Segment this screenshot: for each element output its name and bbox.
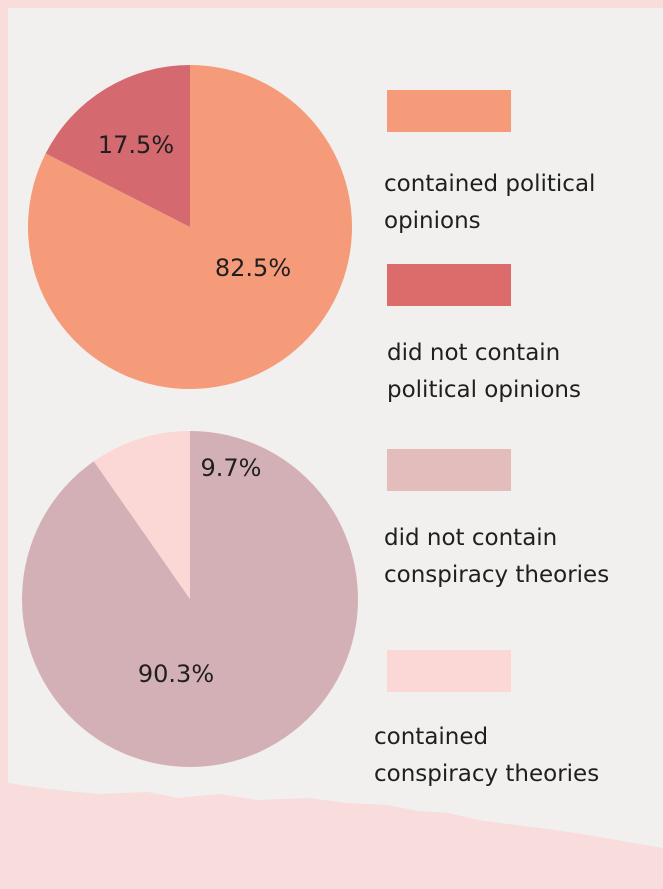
legend-swatch-contained-political-opinions xyxy=(387,90,511,132)
pie-slice-0-0 xyxy=(27,65,352,389)
pie-slice-label-1-0: 90.3% xyxy=(138,660,214,688)
legend-swatch-contained-conspiracy-theories xyxy=(387,650,511,692)
pie-slice-1-0 xyxy=(21,431,359,767)
pie-chart-conspiracy-theories: 90.3% 9.7% xyxy=(21,431,359,767)
legend-label-did-not-contain-conspiracy-theories: did not contain conspiracy theories xyxy=(384,520,609,594)
pie-slice-label-0-0: 82.5% xyxy=(215,254,291,282)
legend-line: did not contain xyxy=(384,525,558,551)
legend-line: contained political xyxy=(384,171,596,197)
legend-label-contained-political-opinions: contained political opinions xyxy=(384,166,595,240)
pie-slice-0-1 xyxy=(45,65,190,227)
legend-line: did not contain xyxy=(387,340,561,366)
legend-line: conspiracy theories xyxy=(374,761,600,787)
pie-slice-label-1-1: 9.7% xyxy=(201,454,262,482)
legend-swatch-did-not-contain-conspiracy-theories xyxy=(387,449,511,491)
pie-slice-1-1 xyxy=(93,431,190,599)
legend-swatch-did-not-contain-political-opinions xyxy=(387,264,511,306)
legend-line: contained xyxy=(374,724,489,750)
pie-slice-label-0-1: 17.5% xyxy=(98,131,174,159)
legend-line: political opinions xyxy=(387,377,581,403)
legend-label-did-not-contain-political-opinions: did not contain political opinions xyxy=(387,335,581,409)
legend-label-contained-conspiracy-theories: contained conspiracy theories xyxy=(374,719,599,793)
torn-paper-edge xyxy=(8,783,663,889)
legend-line: opinions xyxy=(384,208,481,234)
chart-card: 82.5% 17.5% 90.3% 9.7% contained political… xyxy=(8,8,663,889)
pie-chart-political-opinions: 82.5% 17.5% xyxy=(27,65,352,389)
legend-line: conspiracy theories xyxy=(384,562,610,588)
